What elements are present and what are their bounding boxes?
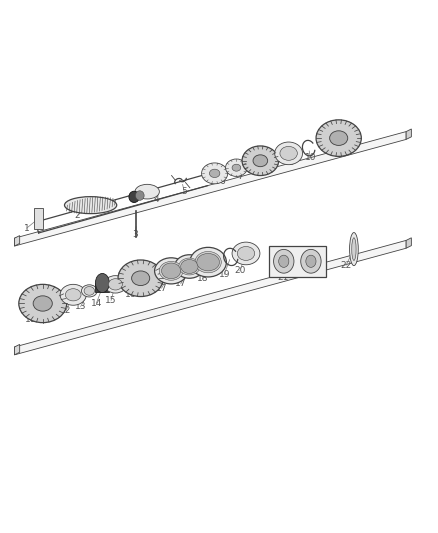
Text: 15: 15 bbox=[105, 296, 117, 305]
Polygon shape bbox=[14, 344, 20, 355]
Text: 3: 3 bbox=[133, 230, 138, 239]
Polygon shape bbox=[14, 240, 406, 355]
Ellipse shape bbox=[275, 142, 303, 165]
Ellipse shape bbox=[135, 184, 159, 199]
Ellipse shape bbox=[104, 276, 127, 293]
Ellipse shape bbox=[280, 147, 297, 160]
Text: 17: 17 bbox=[156, 284, 167, 293]
Text: 18: 18 bbox=[197, 274, 208, 283]
Ellipse shape bbox=[301, 249, 321, 273]
Ellipse shape bbox=[109, 279, 122, 290]
Ellipse shape bbox=[60, 284, 86, 305]
Text: 13: 13 bbox=[75, 302, 86, 311]
Polygon shape bbox=[14, 132, 406, 246]
Ellipse shape bbox=[306, 255, 316, 268]
Ellipse shape bbox=[274, 249, 294, 273]
Ellipse shape bbox=[209, 169, 220, 177]
Ellipse shape bbox=[237, 246, 254, 261]
Ellipse shape bbox=[162, 263, 181, 279]
Polygon shape bbox=[406, 238, 411, 248]
Ellipse shape bbox=[201, 163, 228, 184]
Text: 7: 7 bbox=[237, 172, 243, 181]
Ellipse shape bbox=[135, 191, 144, 200]
Ellipse shape bbox=[197, 254, 219, 271]
Ellipse shape bbox=[232, 242, 260, 265]
Text: 11: 11 bbox=[25, 315, 37, 324]
Bar bbox=[34, 208, 43, 229]
Ellipse shape bbox=[330, 131, 348, 146]
Ellipse shape bbox=[226, 159, 247, 176]
Text: 5: 5 bbox=[181, 187, 187, 196]
Ellipse shape bbox=[195, 252, 221, 273]
Ellipse shape bbox=[179, 258, 200, 275]
Ellipse shape bbox=[316, 120, 361, 156]
Text: 10: 10 bbox=[305, 153, 316, 162]
Text: 21: 21 bbox=[278, 273, 289, 282]
Ellipse shape bbox=[118, 260, 163, 296]
Ellipse shape bbox=[253, 155, 268, 167]
Polygon shape bbox=[406, 129, 411, 140]
Text: 14: 14 bbox=[91, 299, 102, 308]
Text: 9: 9 bbox=[288, 158, 294, 167]
Text: 8: 8 bbox=[343, 144, 348, 154]
Text: 22: 22 bbox=[340, 261, 352, 270]
Ellipse shape bbox=[19, 284, 67, 322]
Ellipse shape bbox=[64, 197, 117, 214]
Text: 1: 1 bbox=[24, 224, 29, 233]
Polygon shape bbox=[14, 236, 20, 246]
Text: 16: 16 bbox=[125, 290, 137, 299]
Text: 6: 6 bbox=[219, 177, 226, 186]
Text: 20: 20 bbox=[234, 266, 246, 276]
Ellipse shape bbox=[159, 262, 183, 280]
Ellipse shape bbox=[65, 289, 81, 301]
Ellipse shape bbox=[232, 164, 241, 171]
Ellipse shape bbox=[155, 258, 187, 284]
Text: 17: 17 bbox=[175, 279, 187, 288]
Ellipse shape bbox=[279, 255, 289, 268]
Ellipse shape bbox=[33, 296, 52, 311]
Ellipse shape bbox=[95, 273, 110, 293]
Ellipse shape bbox=[350, 232, 358, 265]
Text: 4: 4 bbox=[153, 195, 159, 204]
Ellipse shape bbox=[84, 287, 95, 295]
Ellipse shape bbox=[175, 255, 204, 278]
Ellipse shape bbox=[190, 247, 226, 277]
Ellipse shape bbox=[131, 271, 150, 286]
Text: 19: 19 bbox=[219, 270, 230, 279]
Ellipse shape bbox=[129, 191, 139, 203]
Ellipse shape bbox=[352, 238, 356, 261]
Ellipse shape bbox=[242, 146, 279, 175]
Polygon shape bbox=[95, 283, 110, 292]
Text: 12: 12 bbox=[60, 306, 71, 316]
Ellipse shape bbox=[81, 285, 97, 297]
Bar bbox=[269, 246, 325, 277]
Ellipse shape bbox=[181, 260, 198, 273]
Text: 8: 8 bbox=[260, 166, 265, 175]
Text: 2: 2 bbox=[75, 211, 80, 220]
